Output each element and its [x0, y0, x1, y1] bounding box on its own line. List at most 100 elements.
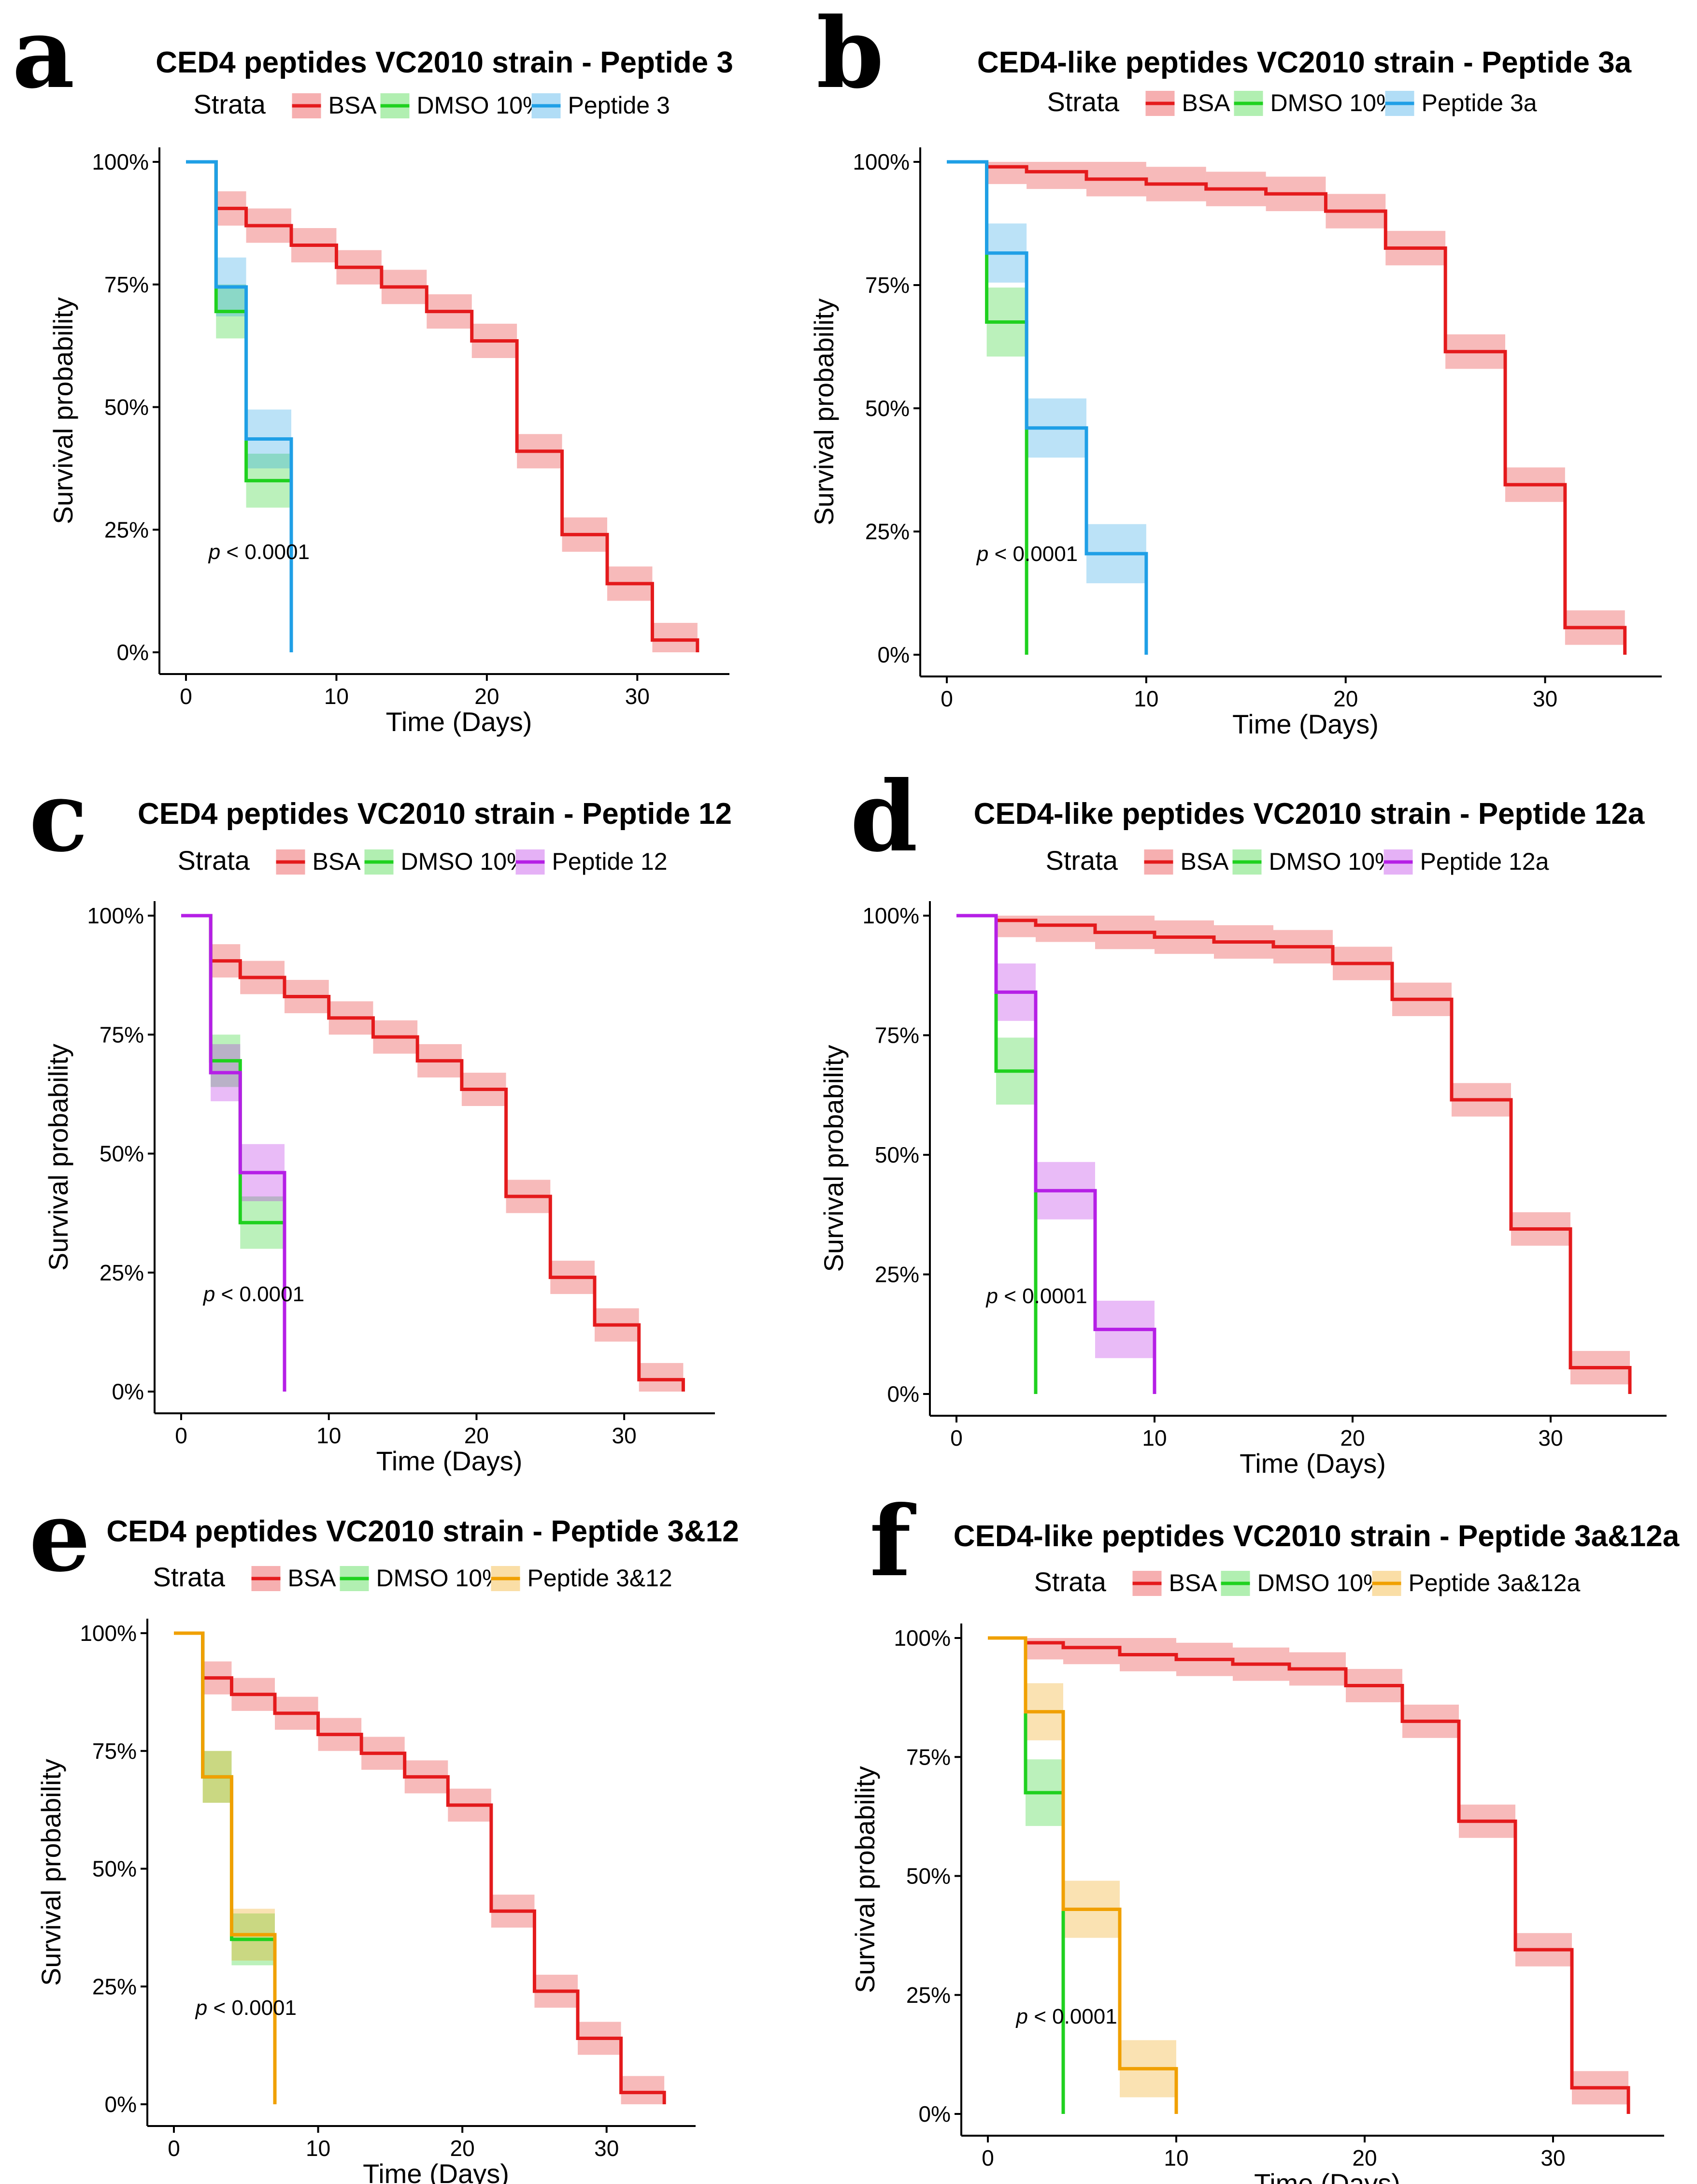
x-tick-label: 20 — [474, 684, 499, 709]
legend-item-label: Peptide 12 — [552, 848, 668, 875]
y-tick-label: 100% — [80, 1621, 137, 1646]
p-value: p < 0.0001 — [202, 1282, 304, 1306]
legend-title: Strata — [153, 1562, 226, 1592]
x-tick-label: 10 — [316, 1423, 341, 1448]
chart-title: CED4-like peptides VC2010 strain - Pepti… — [954, 1520, 1680, 1553]
legend: Strata BSA DMSO 10% Peptide 3&12 — [153, 1562, 672, 1592]
legend-item-label: DMSO 10% — [376, 1565, 504, 1592]
y-axis-title: Survival probability — [36, 1759, 66, 1986]
panel-letter: d — [850, 760, 918, 874]
survival-line-bsa — [988, 1636, 1630, 2114]
x-tick-label: 10 — [306, 2136, 330, 2161]
survival-line-bsa — [956, 914, 1632, 1394]
x-tick-label: 30 — [625, 684, 650, 709]
x-axis-title: Time (Days) — [1232, 709, 1379, 739]
x-axis-title: Time (Days) — [376, 1446, 523, 1476]
legend-item-label: BSA — [313, 848, 361, 875]
x-axis-title: Time (Days) — [386, 706, 532, 737]
panel-a: a CED4 peptides VC2010 strain - Peptide 3… — [12, 0, 733, 737]
x-tick-label: 10 — [1142, 1425, 1167, 1451]
legend-item-label: Peptide 3&12 — [528, 1565, 672, 1592]
y-tick-label: 75% — [875, 1023, 919, 1048]
y-tick-label: 0% — [105, 2092, 137, 2117]
y-tick-label: 50% — [865, 396, 910, 421]
y-tick-label: 75% — [906, 1744, 951, 1769]
chart-title: CED4 peptides VC2010 strain - Peptide 12 — [138, 797, 732, 831]
y-tick-label: 50% — [92, 1856, 137, 1882]
y-tick-label: 25% — [906, 1983, 951, 2008]
x-tick-label: 30 — [1533, 686, 1557, 711]
y-tick-label: 0% — [112, 1379, 144, 1404]
y-tick-label: 50% — [906, 1864, 951, 1889]
x-tick-label: 10 — [1134, 686, 1158, 711]
y-tick-label: 50% — [875, 1142, 919, 1167]
survival-line-peptide-12a — [956, 914, 1156, 1394]
x-tick-label: 0 — [941, 686, 953, 711]
x-tick-label: 20 — [1352, 2145, 1377, 2170]
legend-item-label: DMSO 10% — [1269, 848, 1397, 875]
panel-d: d CED4-like peptides VC2010 strain - Pept… — [818, 760, 1667, 1479]
legend: Strata BSA DMSO 10% Peptide 3 — [194, 89, 670, 119]
panel-e: e CED4 peptides VC2010 strain - Peptide 3… — [29, 1480, 739, 2184]
chart-title: CED4 peptides VC2010 strain - Peptide 3&… — [106, 1515, 739, 1548]
y-tick-label: 75% — [104, 272, 149, 297]
legend: Strata BSA DMSO 10% Peptide 3a — [1047, 86, 1537, 117]
x-tick-label: 10 — [324, 684, 349, 709]
legend-title: Strata — [1034, 1566, 1107, 1597]
y-tick-label: 50% — [104, 395, 149, 420]
y-axis-title: Survival probability — [43, 1044, 73, 1271]
legend-item-label: BSA — [1169, 1569, 1218, 1596]
panel-letter: a — [12, 0, 75, 110]
y-tick-label: 25% — [92, 1974, 137, 1999]
legend-item-label: DMSO 10% — [401, 848, 528, 875]
survival-line-peptide-3a — [947, 160, 1148, 655]
x-tick-label: 10 — [1164, 2145, 1188, 2170]
legend-title: Strata — [178, 845, 250, 876]
x-tick-label: 30 — [594, 2136, 619, 2161]
survival-line-peptide-3 — [186, 160, 293, 652]
series-band-dmso-10- — [216, 284, 291, 508]
y-tick-label: 0% — [878, 642, 910, 667]
series-band-peptide-3 — [216, 257, 291, 469]
y-tick-label: 0% — [117, 640, 149, 665]
y-tick-label: 75% — [865, 273, 910, 298]
series-band-peptide-3-12 — [202, 1751, 275, 1961]
legend: Strata BSA DMSO 10% Peptide 12a — [1046, 845, 1549, 876]
y-axis-title: Survival probability — [818, 1045, 849, 1272]
panel-letter: c — [29, 760, 88, 874]
x-axis-title: Time (Days) — [363, 2158, 509, 2184]
y-tick-label: 25% — [875, 1262, 919, 1287]
y-tick-label: 0% — [919, 2101, 951, 2127]
y-tick-label: 25% — [865, 519, 910, 544]
y-axis-title: Survival probability — [809, 299, 839, 526]
y-tick-label: 25% — [104, 517, 149, 542]
ci-band — [639, 1363, 684, 1392]
x-tick-label: 0 — [168, 2136, 180, 2161]
y-tick-label: 0% — [887, 1381, 919, 1407]
series-band-peptide-3a-12a — [1026, 1683, 1176, 2098]
series-band-peptide-3a — [986, 223, 1146, 584]
legend-item-label: Peptide 3 — [568, 92, 670, 119]
legend-title: Strata — [1046, 845, 1118, 876]
p-value: p < 0.0001 — [195, 1996, 297, 2020]
survival-line-peptide-3a-12a — [988, 1636, 1178, 2114]
panel-letter: b — [816, 0, 884, 110]
legend: Strata BSA DMSO 10% Peptide 12 — [178, 845, 668, 876]
p-value: p < 0.0001 — [208, 540, 310, 564]
chart-title: CED4 peptides VC2010 strain - Peptide 3 — [156, 46, 733, 79]
legend-item-label: BSA — [328, 92, 377, 119]
x-tick-label: 20 — [1340, 1425, 1365, 1451]
panel-letter: e — [29, 1480, 90, 1594]
x-tick-label: 20 — [450, 2136, 475, 2161]
series-band-bsa — [996, 916, 1630, 1385]
series-band-peptide-12 — [211, 1044, 285, 1201]
y-tick-label: 100% — [853, 149, 910, 174]
legend-item-label: DMSO 10% — [1257, 1569, 1385, 1596]
panel-b: b CED4-like peptides VC2010 strain - Pept… — [809, 0, 1662, 739]
legend-item-label: BSA — [1181, 848, 1229, 875]
x-axis-title: Time (Days) — [1254, 2168, 1400, 2184]
y-axis-title: Survival probability — [48, 297, 78, 524]
legend-item-label: BSA — [288, 1565, 337, 1592]
x-tick-label: 30 — [612, 1423, 637, 1448]
